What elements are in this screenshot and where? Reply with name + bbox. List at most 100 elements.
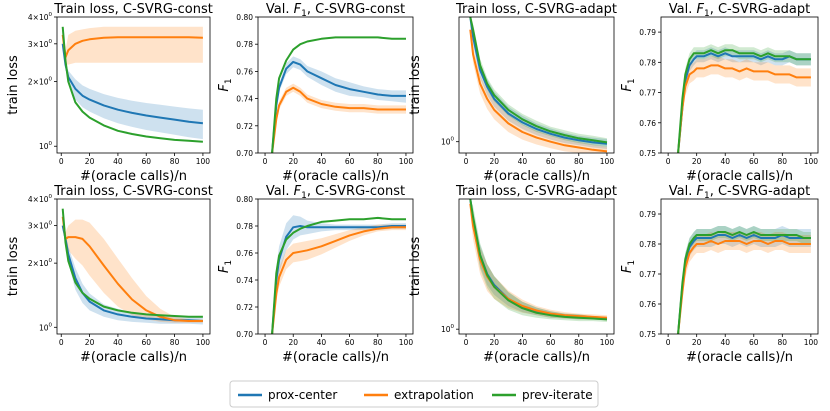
axes-frame <box>257 16 414 154</box>
panel-5: 0 20 40 60 80 100 100 2×100 3×100 4×100 Train loss… <box>6 184 213 365</box>
plot-area <box>469 199 608 322</box>
legend-label-prox-center: prox-center <box>268 388 337 402</box>
panel-2: 0 20 40 60 80 100 0.70 0.72 0.74 0.76 0.78 0.80 Val.… <box>217 2 414 184</box>
y-tick-label: 0.75 <box>639 330 656 339</box>
x-axis-label: #(oracle calls)/n <box>483 350 590 365</box>
panel-title: Train loss, C-SVRG-adapt <box>455 184 617 199</box>
line-prev-iterate <box>271 36 406 153</box>
panel-6: 0 20 40 60 80 100 0.70 0.72 0.74 0.76 0.78 0.80 Val.… <box>217 184 414 365</box>
panel-4: 0 20 40 60 80 100 0.75 0.76 0.77 0.78 0.79 Val. F1,… <box>620 2 819 184</box>
y-tick-label: 0.76 <box>639 300 656 309</box>
x-tick-label: 60 <box>345 338 355 347</box>
line-prev-iterate <box>469 199 608 321</box>
line-prox-center <box>469 17 608 145</box>
y-tick-label: 100 <box>39 141 53 151</box>
x-tick-label: 100 <box>196 338 211 347</box>
line-prev-iterate <box>677 231 811 334</box>
x-tick-label: 60 <box>546 338 556 347</box>
x-tick-label: 20 <box>489 338 499 347</box>
panel-title: Train loss, C-SVRG-const <box>53 184 213 199</box>
x-tick-label: 100 <box>196 157 211 166</box>
axes-frame <box>458 16 615 154</box>
line-extrapolation <box>271 86 406 153</box>
panel-title: Val. F1, C-SVRG-adapt <box>669 2 810 19</box>
x-tick-label: 40 <box>113 157 123 166</box>
band-prev-iterate <box>678 226 811 334</box>
y-axis-label: train loss <box>6 55 21 115</box>
axes-frame <box>257 198 414 335</box>
y-tick-label: 2×100 <box>28 77 53 87</box>
legend: prox-center extrapolation prev-iterate <box>229 380 599 408</box>
plot-area <box>61 208 203 325</box>
y-tick-label: 2×100 <box>28 258 53 268</box>
x-tick-label: 40 <box>518 338 528 347</box>
x-tick-label: 20 <box>692 157 702 166</box>
line-extrapolation <box>677 64 811 153</box>
y-tick-label: 0.72 <box>236 303 253 312</box>
x-tick-label: 0 <box>59 338 64 347</box>
line-prox-center <box>271 60 406 153</box>
x-tick-label: 100 <box>804 157 819 166</box>
y-tick-label: 0.72 <box>236 122 253 131</box>
y-axis-label: train loss <box>6 237 21 297</box>
y-tick-label: 0.79 <box>639 210 656 219</box>
y-tick-label: 0.78 <box>639 240 656 249</box>
legend-frame <box>229 380 599 408</box>
panel-7: 0 20 40 60 80 100 100 Train loss, C-SVRG-adapt #… <box>408 184 617 365</box>
plot-area <box>677 226 811 334</box>
y-tick-label: 3×100 <box>28 39 53 49</box>
panel-title: Val. F1, C-SVRG-adapt <box>669 184 810 201</box>
x-axis-label: #(oracle calls)/n <box>80 350 187 365</box>
axes-frame <box>660 16 819 154</box>
panel-3: 0 20 40 60 80 100 100 Train loss, C-SVRG-adapt #… <box>408 2 617 184</box>
x-tick-label: 20 <box>489 157 499 166</box>
x-tick-label: 80 <box>574 338 584 347</box>
x-tick-label: 20 <box>692 338 702 347</box>
line-prox-center <box>271 225 406 334</box>
x-tick-label: 0 <box>464 157 469 166</box>
x-tick-label: 80 <box>574 157 584 166</box>
band-prox-center <box>678 226 811 334</box>
y-tick-label: 0.74 <box>236 95 253 104</box>
x-tick-label: 40 <box>720 338 730 347</box>
band-extrapolation <box>62 211 203 323</box>
panel-title: Val. F1, C-SVRG-const <box>266 2 405 19</box>
x-tick-label: 40 <box>518 157 528 166</box>
x-tick-label: 40 <box>720 157 730 166</box>
x-axis-label: #(oracle calls)/n <box>282 350 389 365</box>
x-tick-label: 80 <box>778 157 788 166</box>
x-tick-label: 80 <box>778 338 788 347</box>
x-axis-label: #(oracle calls)/n <box>686 169 793 184</box>
line-extrapolation <box>469 203 608 319</box>
x-axis-label: #(oracle calls)/n <box>80 169 187 184</box>
panel-title: Train loss, C-SVRG-adapt <box>455 2 617 17</box>
x-tick-label: 20 <box>85 338 95 347</box>
x-tick-label: 20 <box>288 157 298 166</box>
x-tick-label: 100 <box>804 338 819 347</box>
x-tick-label: 60 <box>749 157 759 166</box>
line-extrapolation <box>61 34 203 59</box>
line-extrapolation <box>469 29 608 153</box>
plot-area <box>677 44 811 153</box>
y-tick-label: 0.76 <box>236 67 253 76</box>
y-tick-label: 100 <box>441 137 455 147</box>
x-tick-label: 0 <box>666 338 671 347</box>
y-tick-label: 0.79 <box>639 28 656 37</box>
band-prev-iterate <box>470 199 607 322</box>
panel-title: Train loss, C-SVRG-const <box>53 2 213 17</box>
line-prev-iterate <box>61 208 203 318</box>
x-tick-label: 20 <box>85 157 95 166</box>
legend-label-prev-iterate: prev-iterate <box>522 388 593 402</box>
band-prox-center <box>272 56 406 153</box>
line-prev-iterate <box>271 216 406 334</box>
x-tick-label: 80 <box>170 157 180 166</box>
y-tick-label: 4×100 <box>28 194 53 204</box>
y-tick-label: 0.77 <box>639 270 656 279</box>
x-tick-label: 80 <box>373 157 383 166</box>
band-extrapolation <box>62 26 203 65</box>
panel-8: 0 20 40 60 80 100 0.75 0.76 0.77 0.78 0.79 Val. F1,… <box>620 184 819 365</box>
x-tick-label: 100 <box>600 157 615 166</box>
x-tick-label: 40 <box>317 338 327 347</box>
x-tick-label: 100 <box>399 157 414 166</box>
